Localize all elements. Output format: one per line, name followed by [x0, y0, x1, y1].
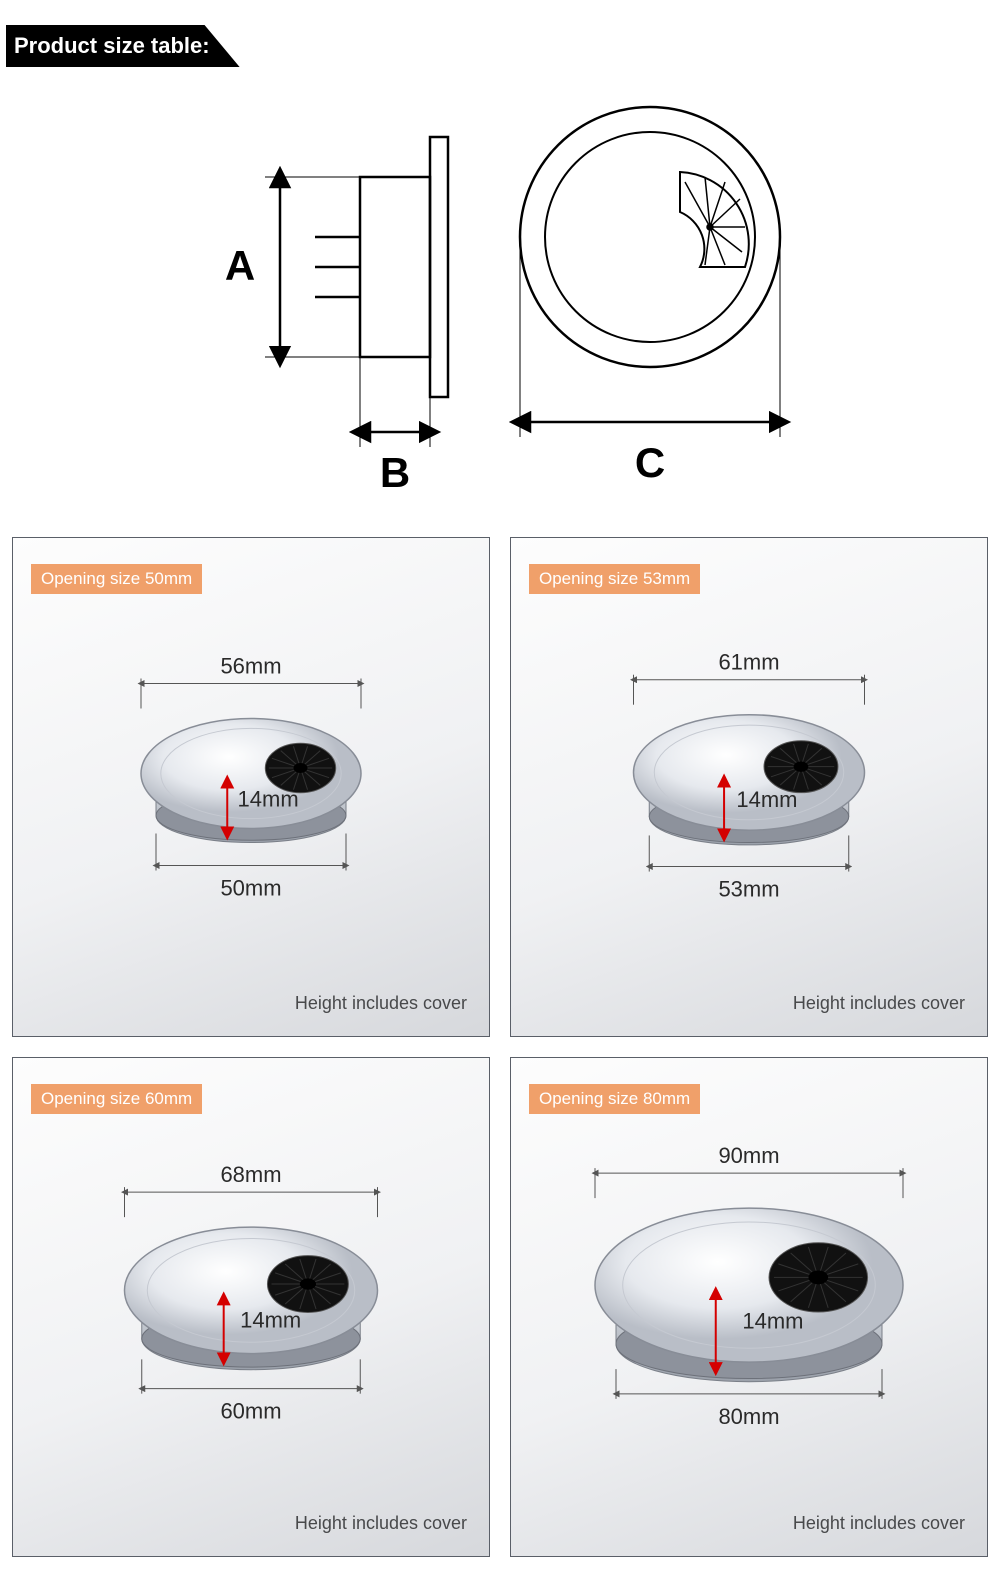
size-card: Opening size 50mm Height includes cover 5…	[12, 537, 490, 1037]
opening-size-badge: Opening size 80mm	[529, 1084, 700, 1114]
height-note: Height includes cover	[295, 1513, 467, 1534]
size-card: Opening size 60mm Height includes cover 6…	[12, 1057, 490, 1557]
height-note: Height includes cover	[793, 993, 965, 1014]
height-label: 14mm	[742, 1308, 803, 1333]
opening-size-badge: Opening size 50mm	[31, 564, 202, 594]
schematic-diagram: A B	[0, 77, 1000, 537]
height-label: 14mm	[238, 787, 299, 812]
top-diameter-label: 56mm	[220, 654, 281, 679]
height-label: 14mm	[736, 787, 797, 812]
base-diameter-label: 80mm	[718, 1404, 779, 1429]
diagram-label-b: B	[380, 449, 410, 496]
height-label: 14mm	[240, 1307, 301, 1332]
product-illustration: 68mm 14mm 60mm	[75, 1147, 428, 1467]
base-diameter-label: 50mm	[220, 876, 281, 901]
product-illustration: 56mm 14mm 50mm	[91, 639, 411, 936]
size-card: Opening size 53mm Height includes cover 6…	[510, 537, 988, 1037]
opening-size-badge: Opening size 53mm	[529, 564, 700, 594]
product-illustration: 90mm 14mm 80mm	[545, 1128, 953, 1486]
size-card: Opening size 80mm Height includes cover 9…	[510, 1057, 988, 1557]
base-diameter-label: 60mm	[220, 1399, 281, 1424]
product-illustration: 61mm 14mm 53mm	[584, 635, 915, 940]
height-note: Height includes cover	[295, 993, 467, 1014]
diagram-label-c: C	[635, 439, 665, 486]
size-grid: Opening size 50mm Height includes cover 5…	[0, 537, 1000, 1577]
opening-size-badge: Opening size 60mm	[31, 1084, 202, 1114]
diagram-label-a: A	[225, 242, 255, 289]
top-diameter-label: 90mm	[718, 1143, 779, 1168]
section-header: Product size table:	[6, 25, 240, 67]
top-diameter-label: 68mm	[220, 1162, 281, 1187]
top-diameter-label: 61mm	[718, 650, 779, 675]
base-diameter-label: 53mm	[718, 877, 779, 902]
height-note: Height includes cover	[793, 1513, 965, 1534]
